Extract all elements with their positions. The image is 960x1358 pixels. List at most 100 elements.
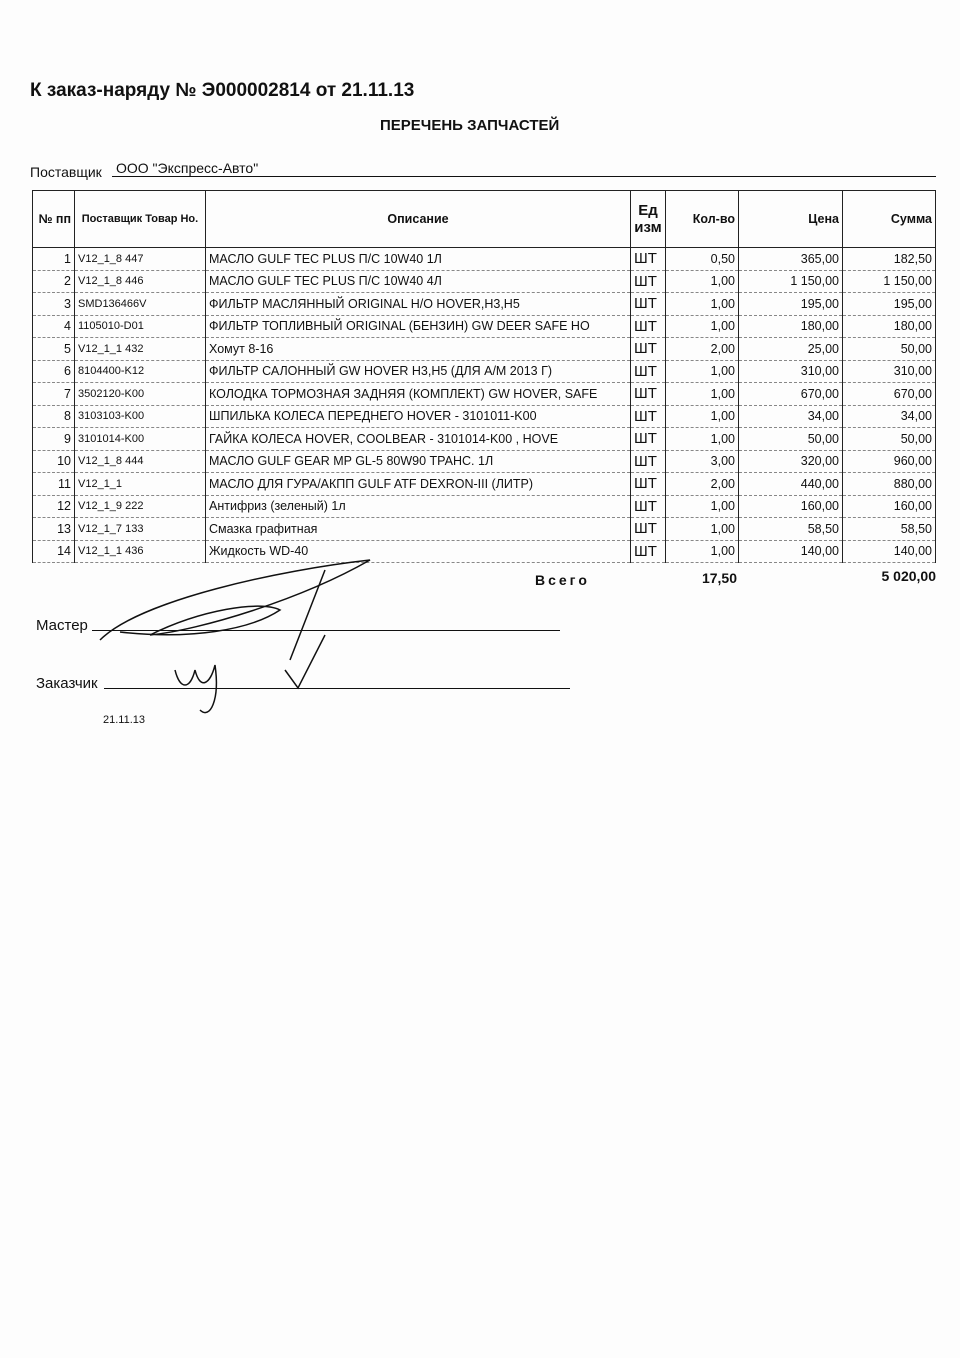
table-cell: МАСЛО GULF TEC PLUS П/С 10W40 1Л [205, 247, 631, 271]
table-cell: 1105010-D01 [74, 315, 206, 338]
table-cell: ШТ [630, 360, 666, 383]
table-cell: 1,00 [665, 405, 739, 428]
customer-signature [174, 664, 218, 714]
customer-label: Заказчик [36, 675, 98, 692]
table-cell: 195,00 [842, 292, 936, 316]
table-cell: 3,00 [665, 450, 739, 473]
check-mark [284, 634, 326, 690]
column-header: Ед изм [630, 190, 666, 248]
table-cell: 3502120-K00 [74, 382, 206, 406]
table-cell: 50,00 [842, 337, 936, 361]
table-cell: 1,00 [665, 270, 739, 293]
customer-signature-line [104, 688, 570, 689]
table-row: 1 V12_1_8 447 МАСЛО GULF TEC PLUS П/С 10W4… [32, 247, 936, 271]
table-cell: 880,00 [842, 472, 936, 496]
table-cell: 670,00 [842, 382, 936, 406]
table-cell: 160,00 [842, 495, 936, 518]
column-header: Кол-во [665, 190, 739, 248]
supplier-label: Поставщик [30, 164, 102, 180]
table-cell: 1 150,00 [842, 270, 936, 293]
table-cell: ШТ [630, 450, 666, 473]
table-row: 2 V12_1_8 446 МАСЛО GULF TEC PLUS П/С 10W4… [32, 270, 936, 293]
supplier-value: ООО "Экспресс-Авто" [116, 160, 259, 176]
signature-date: 21.11.13 [103, 714, 146, 726]
table-cell: ШТ [630, 495, 666, 518]
table-cell: 58,50 [738, 517, 843, 541]
table-cell: 180,00 [842, 315, 936, 338]
table-cell: 1,00 [665, 540, 739, 563]
table-cell: 160,00 [738, 495, 843, 518]
table-row: 5 V12_1_1 432 Хомут 8-16 ШТ 2,00 25,00 50,00 [32, 337, 936, 361]
handwritten-signatures [99, 559, 371, 714]
table-cell: 34,00 [738, 405, 843, 428]
table-cell: ШТ [630, 517, 666, 541]
table-cell: 310,00 [738, 360, 843, 383]
table-cell: 5 [32, 337, 75, 361]
table-row: 8 3103103-K00 ШПИЛЬКА КОЛЕСА ПЕРЕДНЕГО HOV… [32, 405, 936, 428]
table-cell: МАСЛО ДЛЯ ГУРА/АКПП GULF ATF DEXRON-III … [205, 472, 631, 496]
table-cell: 1 150,00 [738, 270, 843, 293]
table-cell: 182,50 [842, 247, 936, 271]
table-cell: 34,00 [842, 405, 936, 428]
total-label: Всего [535, 572, 590, 588]
table-cell: 10 [32, 450, 75, 473]
table-cell: V12_1_9 222 [74, 495, 206, 518]
table-cell: ШТ [630, 247, 666, 271]
column-header: Цена [738, 190, 843, 248]
total-sum: 5 020,00 [881, 568, 937, 584]
table-row: 14 V12_1_1 436 Жидкость WD-40 ШТ 1,00 140,00 1… [32, 540, 936, 563]
table-cell: 320,00 [738, 450, 843, 473]
table-cell: ФИЛЬТР МАСЛЯННЫЙ ORIGINAL H/O HOVER,H3,H… [205, 292, 631, 316]
table-header: № пп Поставщик Товар Но. Описание Ед изм Кол… [32, 190, 936, 248]
table-cell: 1,00 [665, 517, 739, 541]
table-cell: 1,00 [665, 292, 739, 316]
table-cell: Жидкость WD-40 [205, 540, 631, 563]
table-cell: 140,00 [738, 540, 843, 563]
table-cell: 960,00 [842, 450, 936, 473]
table-cell: 50,00 [738, 427, 843, 451]
table-cell: 12 [32, 495, 75, 518]
table-cell: 7 [32, 382, 75, 406]
master-signature-stroke [289, 569, 326, 661]
table-cell: 1,00 [665, 427, 739, 451]
table-row: 7 3502120-K00 КОЛОДКА ТОРМОЗНАЯ ЗАДНЯЯ (КО… [32, 382, 936, 406]
table-row: 13 V12_1_7 133 Смазка графитная ШТ 1,00 58,50… [32, 517, 936, 541]
table-cell: 8104400-K12 [74, 360, 206, 383]
table-cell: ШТ [630, 337, 666, 361]
table-cell: 140,00 [842, 540, 936, 563]
table-cell: 2,00 [665, 337, 739, 361]
table-cell: 310,00 [842, 360, 936, 383]
table-cell: 14 [32, 540, 75, 563]
table-cell: 1,00 [665, 315, 739, 338]
table-cell: 6 [32, 360, 75, 383]
table-row: 12 V12_1_9 222 Антифриз (зеленый) 1л ШТ 1,00… [32, 495, 936, 518]
table-cell: КОЛОДКА ТОРМОЗНАЯ ЗАДНЯЯ (КОМПЛЕКТ) GW H… [205, 382, 631, 406]
table-row: 6 8104400-K12 ФИЛЬТР САЛОННЫЙ GW HOVER H3,… [32, 360, 936, 383]
total-quantity: 17,50 [701, 570, 737, 586]
supplier-underline [112, 176, 936, 177]
table-cell: 3101014-K00 [74, 427, 206, 451]
table-cell: 58,50 [842, 517, 936, 541]
table-cell: V12_1_7 133 [74, 517, 206, 541]
master-signature [99, 559, 371, 641]
table-cell: ШТ [630, 382, 666, 406]
master-signature-line [92, 630, 560, 631]
table-cell: 3103103-K00 [74, 405, 206, 428]
master-label: Мастер [36, 617, 88, 634]
table-cell: 3 [32, 292, 75, 316]
table-cell: 2 [32, 270, 75, 293]
table-cell: ШТ [630, 270, 666, 293]
table-cell: 1 [32, 247, 75, 271]
table-cell: ШТ [630, 472, 666, 496]
table-cell: 1,00 [665, 382, 739, 406]
table-cell: 4 [32, 315, 75, 338]
table-cell: 13 [32, 517, 75, 541]
table-cell: ШТ [630, 427, 666, 451]
table-cell: V12_1_1 [74, 472, 206, 496]
table-cell: ФИЛЬТР САЛОННЫЙ GW HOVER H3,H5 (ДЛЯ А/М … [205, 360, 631, 383]
table-cell: V12_1_8 447 [74, 247, 206, 271]
table-cell: 8 [32, 405, 75, 428]
table-cell: 180,00 [738, 315, 843, 338]
table-cell: 440,00 [738, 472, 843, 496]
